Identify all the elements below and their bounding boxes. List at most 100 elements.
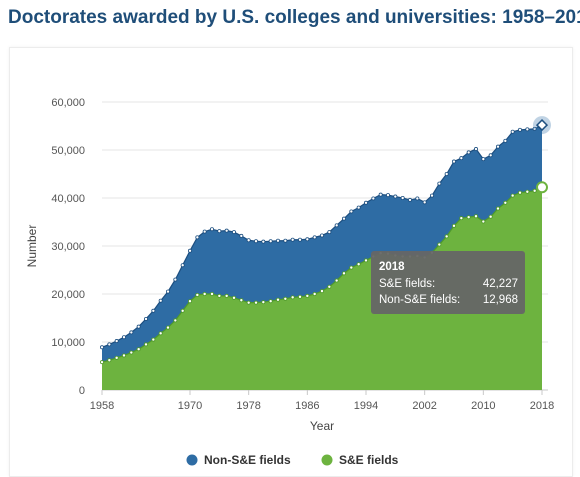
data-point-se[interactable] bbox=[349, 265, 354, 270]
data-point-non-se[interactable] bbox=[525, 127, 530, 132]
data-point-se[interactable] bbox=[305, 293, 310, 298]
data-point-se[interactable] bbox=[518, 190, 523, 195]
data-point-se[interactable] bbox=[312, 291, 317, 296]
data-point-se[interactable] bbox=[451, 223, 456, 228]
data-point-se[interactable] bbox=[107, 358, 112, 363]
data-point-se[interactable] bbox=[297, 294, 302, 299]
data-point-se[interactable] bbox=[459, 216, 464, 221]
data-point-se[interactable] bbox=[503, 200, 508, 205]
data-point-se[interactable] bbox=[488, 214, 493, 219]
data-point-non-se[interactable] bbox=[422, 200, 427, 205]
highlighted-point-se[interactable] bbox=[536, 181, 548, 194]
data-point-se[interactable] bbox=[444, 234, 449, 239]
data-point-non-se[interactable] bbox=[481, 157, 486, 162]
data-point-non-se[interactable] bbox=[473, 147, 478, 152]
data-point-se[interactable] bbox=[290, 295, 295, 300]
data-point-non-se[interactable] bbox=[151, 308, 156, 313]
data-point-non-se[interactable] bbox=[268, 239, 273, 244]
data-point-se[interactable] bbox=[114, 355, 119, 360]
data-point-non-se[interactable] bbox=[231, 230, 236, 235]
data-point-non-se[interactable] bbox=[180, 263, 185, 268]
data-point-non-se[interactable] bbox=[165, 289, 170, 294]
data-point-non-se[interactable] bbox=[437, 181, 442, 186]
data-point-non-se[interactable] bbox=[459, 156, 464, 161]
data-point-non-se[interactable] bbox=[503, 138, 508, 143]
data-point-non-se[interactable] bbox=[158, 298, 163, 303]
data-point-se[interactable] bbox=[224, 293, 229, 298]
data-point-se[interactable] bbox=[122, 353, 127, 358]
data-point-non-se[interactable] bbox=[187, 248, 192, 253]
data-point-se[interactable] bbox=[510, 193, 515, 198]
data-point-non-se[interactable] bbox=[385, 193, 390, 198]
data-point-non-se[interactable] bbox=[122, 335, 127, 340]
data-point-se[interactable] bbox=[202, 291, 207, 296]
data-point-non-se[interactable] bbox=[393, 194, 398, 199]
data-point-non-se[interactable] bbox=[510, 129, 515, 134]
data-point-non-se[interactable] bbox=[246, 238, 251, 243]
legend-item-non-se[interactable]: Non-S&E fields bbox=[186, 453, 291, 467]
data-point-non-se[interactable] bbox=[341, 216, 346, 221]
legend-item-se[interactable]: S&E fields bbox=[321, 453, 399, 467]
data-point-se[interactable] bbox=[100, 360, 105, 365]
data-point-se[interactable] bbox=[173, 318, 178, 323]
data-point-se[interactable] bbox=[437, 242, 442, 247]
data-point-non-se[interactable] bbox=[129, 330, 134, 335]
data-point-non-se[interactable] bbox=[305, 237, 310, 242]
data-point-non-se[interactable] bbox=[195, 235, 200, 240]
data-point-se[interactable] bbox=[268, 299, 273, 304]
data-point-non-se[interactable] bbox=[143, 316, 148, 321]
data-point-se[interactable] bbox=[341, 271, 346, 276]
data-point-se[interactable] bbox=[275, 297, 280, 302]
data-point-se[interactable] bbox=[158, 331, 163, 336]
data-point-se[interactable] bbox=[143, 342, 148, 347]
data-point-se[interactable] bbox=[495, 206, 500, 211]
data-point-non-se[interactable] bbox=[224, 228, 229, 233]
data-point-se[interactable] bbox=[363, 258, 368, 263]
data-point-non-se[interactable] bbox=[239, 233, 244, 238]
data-point-se[interactable] bbox=[283, 296, 288, 301]
data-point-se[interactable] bbox=[334, 278, 339, 283]
data-point-non-se[interactable] bbox=[518, 127, 523, 132]
data-point-se[interactable] bbox=[246, 300, 251, 305]
data-point-se[interactable] bbox=[253, 300, 258, 305]
data-point-non-se[interactable] bbox=[136, 324, 141, 329]
data-point-non-se[interactable] bbox=[290, 237, 295, 242]
data-point-non-se[interactable] bbox=[202, 229, 207, 234]
data-point-se[interactable] bbox=[239, 298, 244, 303]
data-point-se[interactable] bbox=[187, 299, 192, 304]
data-point-se[interactable] bbox=[356, 262, 361, 267]
data-point-non-se[interactable] bbox=[217, 229, 222, 234]
data-point-non-se[interactable] bbox=[363, 200, 368, 205]
data-point-non-se[interactable] bbox=[173, 277, 178, 282]
data-point-non-se[interactable] bbox=[415, 196, 420, 201]
data-point-se[interactable] bbox=[319, 289, 324, 294]
data-point-non-se[interactable] bbox=[371, 196, 376, 201]
data-point-non-se[interactable] bbox=[444, 171, 449, 176]
data-point-se[interactable] bbox=[231, 295, 236, 300]
data-point-se[interactable] bbox=[180, 308, 185, 313]
data-point-non-se[interactable] bbox=[283, 238, 288, 243]
data-point-non-se[interactable] bbox=[114, 339, 119, 344]
data-point-non-se[interactable] bbox=[532, 126, 537, 131]
data-point-non-se[interactable] bbox=[319, 233, 324, 238]
data-point-se[interactable] bbox=[136, 347, 141, 352]
data-point-se[interactable] bbox=[261, 300, 266, 305]
highlighted-point-non-se[interactable] bbox=[535, 119, 549, 132]
data-point-se[interactable] bbox=[327, 284, 332, 289]
data-point-non-se[interactable] bbox=[209, 227, 214, 232]
data-point-se[interactable] bbox=[209, 291, 214, 296]
data-point-se[interactable] bbox=[532, 188, 537, 193]
data-point-non-se[interactable] bbox=[488, 153, 493, 158]
data-point-se[interactable] bbox=[525, 189, 530, 194]
data-point-se[interactable] bbox=[129, 350, 134, 355]
data-point-non-se[interactable] bbox=[253, 239, 258, 244]
data-point-se[interactable] bbox=[195, 292, 200, 297]
data-point-non-se[interactable] bbox=[261, 239, 266, 244]
data-point-non-se[interactable] bbox=[495, 144, 500, 149]
data-point-se[interactable] bbox=[165, 325, 170, 330]
data-point-non-se[interactable] bbox=[429, 193, 434, 198]
data-point-non-se[interactable] bbox=[334, 223, 339, 228]
data-point-non-se[interactable] bbox=[451, 159, 456, 164]
data-point-non-se[interactable] bbox=[297, 237, 302, 242]
data-point-non-se[interactable] bbox=[100, 345, 105, 350]
